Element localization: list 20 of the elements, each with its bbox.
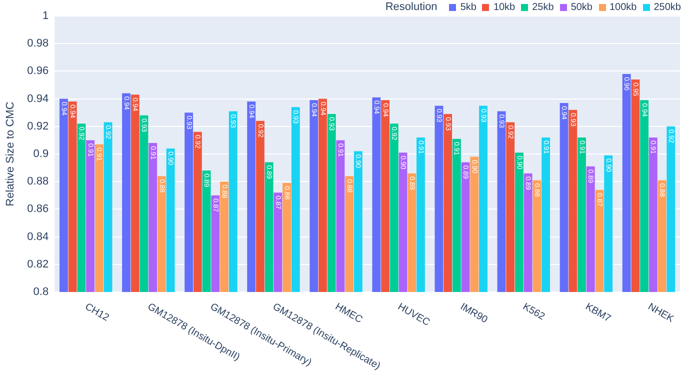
legend-label: 250kb [654,2,681,12]
y-tick-label: 0.9 [33,148,49,160]
legend-label: 5kb [460,2,476,12]
legend-label: 100kb [610,2,637,12]
y-axis-title: Relative Size to CMC [4,102,17,206]
legend-label: 50kb [570,2,592,12]
y-tick-label: 0.88 [27,176,49,188]
y-tick-label: 0.82 [27,258,49,270]
y-tick-label: 0.94 [27,92,49,105]
legend-title: Resolution [385,1,438,13]
x-tick-label: K562 [520,301,547,323]
y-tick-label: 0.96 [27,65,49,78]
y-tick-label: 1 [42,10,49,22]
legend-label: 10kb [493,2,516,12]
y-tick-label: 0.86 [27,203,49,216]
y-tick-label: 0.98 [27,38,49,50]
y-tick-label: 0.84 [27,230,49,243]
y-tick-label: 0.92 [27,120,49,132]
y-tick-label: 0.8 [33,286,49,298]
legend-label: 25kb [532,2,554,12]
